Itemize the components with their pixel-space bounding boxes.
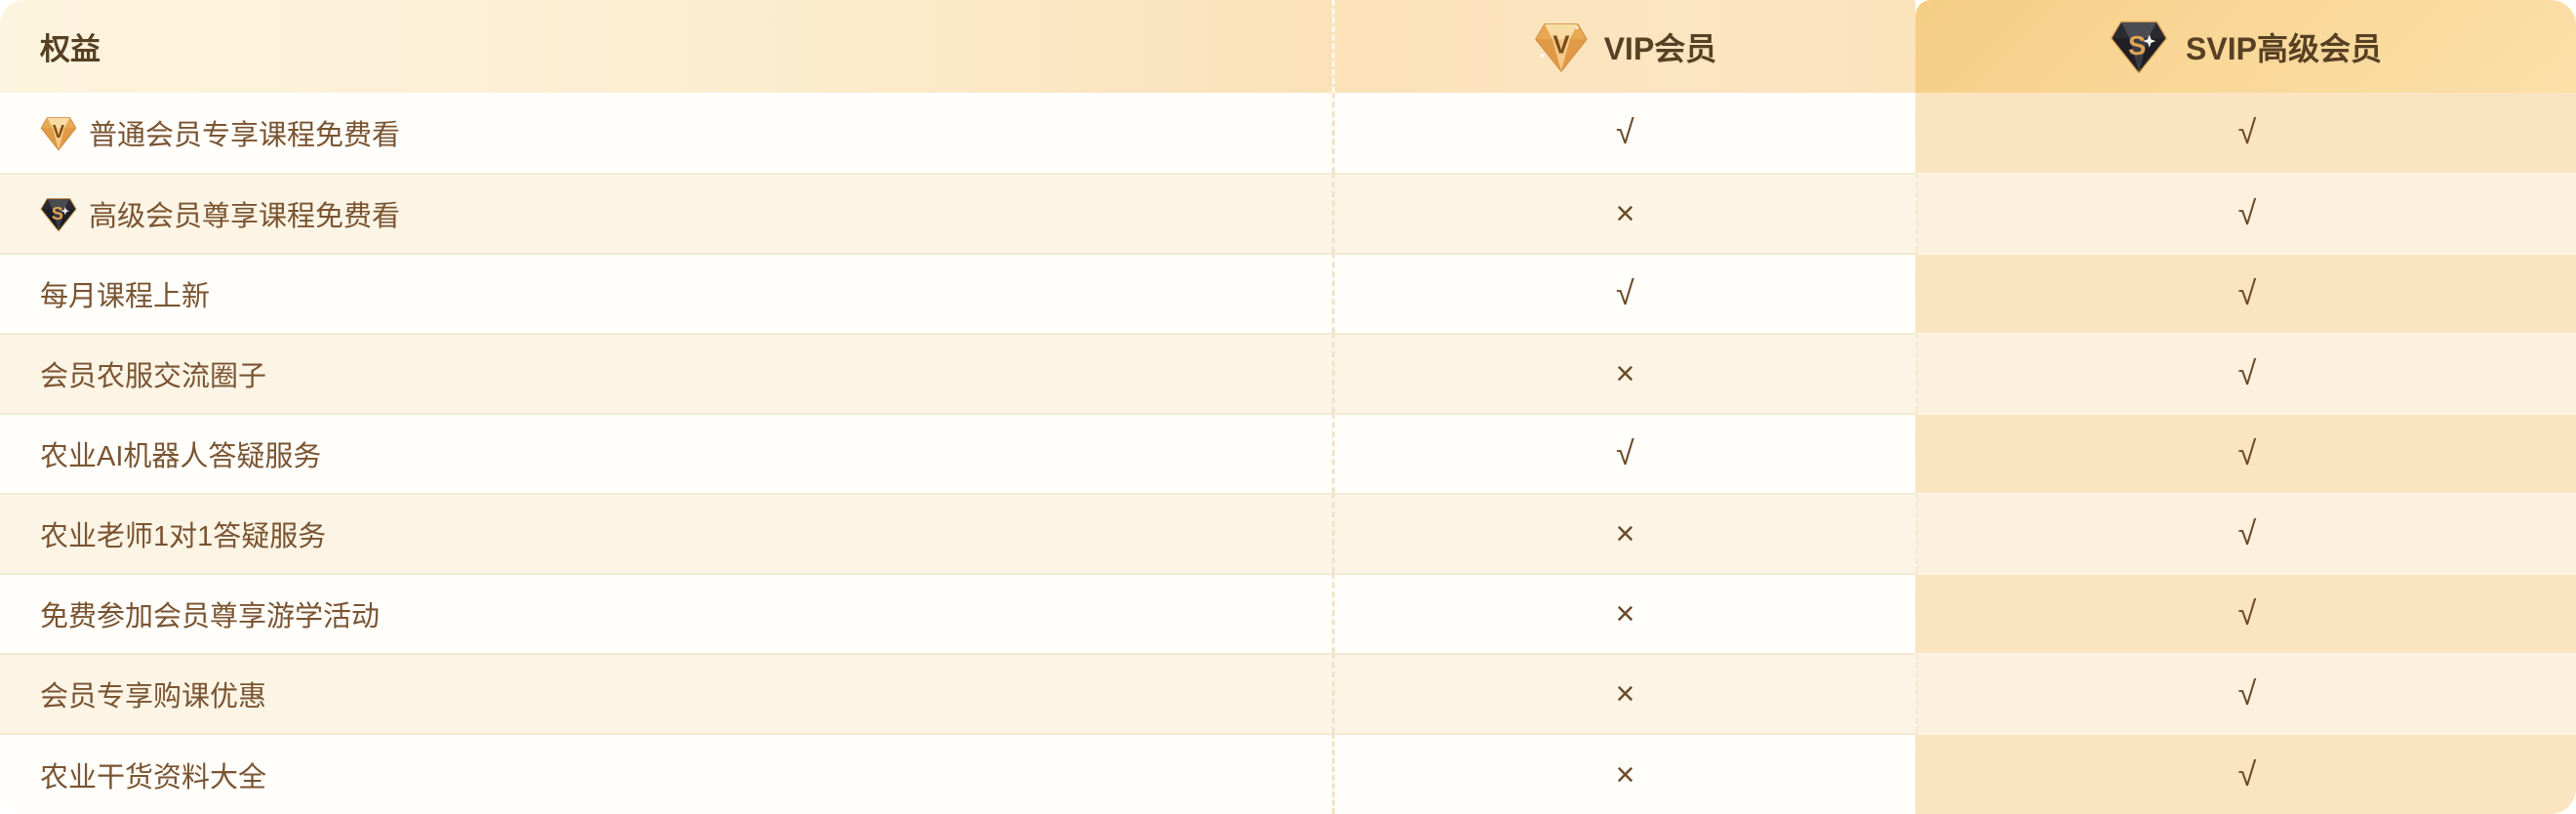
table-row: 每月课程上新 √ √ <box>0 253 2576 333</box>
vip-availability-mark: × <box>1615 355 1635 392</box>
benefit-label: 会员专享购课优惠 <box>40 681 267 712</box>
vip-availability-mark: × <box>1615 195 1635 232</box>
table-row: S 高级会员尊享课程免费看 × √ <box>0 173 2576 253</box>
benefit-label: 普通会员专享课程免费看 <box>89 120 401 151</box>
svg-text:S: S <box>2128 30 2146 61</box>
benefit-cell: S 高级会员尊享课程免费看 <box>0 173 1332 253</box>
vip-column-title: VIP会员 <box>1603 30 1717 66</box>
vip-availability-cell: √ <box>1332 253 1915 333</box>
benefit-label: 免费参加会员尊享游学活动 <box>40 601 381 632</box>
benefit-label: 会员农服交流圈子 <box>40 361 267 392</box>
svip-availability-cell: √ <box>1915 173 2576 253</box>
svip-availability-mark: √ <box>2237 114 2257 151</box>
vip-availability-cell: × <box>1332 733 1915 814</box>
svip-diamond-icon: S <box>40 197 77 231</box>
benefit-cell: 会员农服交流圈子 <box>0 333 1332 413</box>
svip-availability-mark: √ <box>2237 515 2257 552</box>
svip-availability-cell: √ <box>1915 733 2576 814</box>
benefit-cell: 农业干货资料大全 <box>0 733 1332 814</box>
vip-availability-cell: × <box>1332 653 1915 733</box>
svip-column-title: SVIP高级会员 <box>2186 30 2382 66</box>
vip-availability-cell: × <box>1332 493 1915 573</box>
vip-availability-cell: × <box>1332 333 1915 413</box>
table-header-row: 权益 V VIP会员 <box>0 0 2576 93</box>
vip-availability-mark: √ <box>1616 435 1634 472</box>
svip-header-cell: S SVIP高级会员 <box>1915 0 2576 93</box>
svip-availability-mark: √ <box>2237 275 2257 312</box>
benefits-column-title: 权益 <box>40 32 101 66</box>
vip-diamond-icon: V <box>40 116 77 150</box>
svip-availability-cell: √ <box>1915 493 2576 573</box>
benefit-label: 高级会员尊享课程免费看 <box>89 201 401 232</box>
table-row: 农业老师1对1答疑服务 × √ <box>0 493 2576 573</box>
svip-availability-mark: √ <box>2237 755 2257 794</box>
table-row: V 普通会员专享课程免费看 √ √ <box>0 93 2576 173</box>
table-row: 会员农服交流圈子 × √ <box>0 333 2576 413</box>
vip-availability-mark: × <box>1615 675 1635 712</box>
vip-availability-cell: × <box>1332 573 1915 653</box>
vip-availability-mark: × <box>1615 755 1635 794</box>
benefit-cell: 农业老师1对1答疑服务 <box>0 493 1332 573</box>
benefit-cell: 农业AI机器人答疑服务 <box>0 413 1332 493</box>
svg-text:V: V <box>53 121 65 142</box>
svip-availability-mark: √ <box>2237 675 2257 712</box>
table-row: 会员专享购课优惠 × √ <box>0 653 2576 733</box>
svip-availability-cell: √ <box>1915 93 2576 173</box>
benefit-label: 每月课程上新 <box>40 281 211 312</box>
vip-header-cell: V VIP会员 <box>1332 0 1915 93</box>
vip-diamond-icon: V <box>1534 22 1588 72</box>
benefit-label: 农业老师1对1答疑服务 <box>40 521 327 552</box>
vip-availability-cell: × <box>1332 173 1915 253</box>
vip-availability-mark: × <box>1615 515 1635 552</box>
svip-diamond-icon: S <box>2111 20 2167 73</box>
benefit-cell: 每月课程上新 <box>0 253 1332 333</box>
table-row: 免费参加会员尊享游学活动 × √ <box>0 573 2576 653</box>
svip-availability-cell: √ <box>1915 653 2576 733</box>
svip-availability-cell: √ <box>1915 253 2576 333</box>
vip-availability-mark: √ <box>1616 275 1634 312</box>
svg-text:V: V <box>1552 31 1569 59</box>
vip-availability-mark: √ <box>1616 114 1634 151</box>
vip-availability-cell: √ <box>1332 93 1915 173</box>
benefit-label: 农业干货资料大全 <box>40 761 267 794</box>
benefit-cell: 免费参加会员尊享游学活动 <box>0 573 1332 653</box>
svg-text:S: S <box>52 202 63 223</box>
svip-availability-cell: √ <box>1915 573 2576 653</box>
svip-availability-mark: √ <box>2237 355 2257 392</box>
svip-availability-cell: √ <box>1915 333 2576 413</box>
vip-availability-mark: × <box>1615 595 1635 632</box>
svip-availability-mark: √ <box>2237 195 2257 232</box>
table-row: 农业AI机器人答疑服务 √ √ <box>0 413 2576 493</box>
table-row: 农业干货资料大全 × √ <box>0 733 2576 814</box>
svip-availability-mark: √ <box>2237 595 2257 632</box>
benefit-cell: V 普通会员专享课程免费看 <box>0 93 1332 173</box>
benefit-cell: 会员专享购课优惠 <box>0 653 1332 733</box>
svip-availability-cell: √ <box>1915 413 2576 493</box>
vip-availability-cell: √ <box>1332 413 1915 493</box>
benefit-label: 农业AI机器人答疑服务 <box>40 441 322 472</box>
svip-availability-mark: √ <box>2237 435 2257 472</box>
benefits-header-cell: 权益 <box>0 0 1332 93</box>
